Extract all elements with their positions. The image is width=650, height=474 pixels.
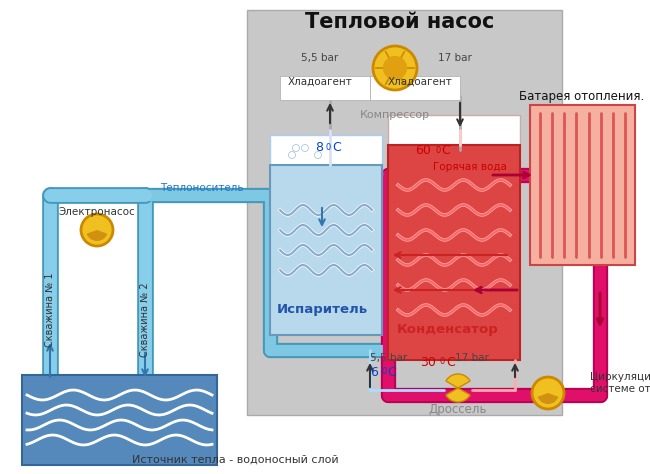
Text: 0: 0	[435, 146, 440, 155]
Circle shape	[302, 145, 309, 152]
Text: 0: 0	[381, 367, 386, 376]
Text: Скважина № 2: Скважина № 2	[140, 283, 150, 357]
Bar	[530, 105, 635, 265]
Text: Горячая вода: Горячая вода	[433, 162, 507, 172]
Text: Циркуляционный насос в
системе отопления дома.: Циркуляционный насос в системе отопления…	[590, 372, 650, 394]
Wedge shape	[538, 393, 558, 404]
Text: 5,5 bar: 5,5 bar	[370, 353, 408, 363]
Text: 6: 6	[370, 365, 378, 379]
Text: Тепловой насос: Тепловой насос	[306, 12, 495, 32]
Circle shape	[315, 152, 322, 158]
Text: 0: 0	[440, 357, 445, 366]
Text: Хладоагент: Хладоагент	[387, 77, 452, 87]
Bar	[270, 135, 382, 175]
Text: Конденсатор: Конденсатор	[397, 323, 499, 337]
Text: C: C	[441, 144, 450, 156]
Text: C: C	[446, 356, 455, 368]
Circle shape	[373, 46, 417, 90]
Text: C: C	[387, 365, 396, 379]
Bar	[388, 145, 520, 360]
Bar	[370, 76, 460, 100]
Text: Теплоноситель: Теплоноситель	[160, 183, 244, 193]
Wedge shape	[446, 388, 470, 402]
Circle shape	[289, 152, 296, 158]
Text: 17 bar: 17 bar	[455, 353, 489, 363]
Bar	[280, 76, 370, 100]
Text: 60: 60	[415, 144, 431, 156]
Text: C: C	[332, 140, 341, 154]
Circle shape	[383, 56, 407, 80]
Text: Источник тепла - водоносный слой: Источник тепла - водоносный слой	[132, 455, 338, 465]
Text: Компрессор: Компрессор	[360, 110, 430, 120]
Bar	[388, 115, 520, 150]
Bar	[247, 10, 562, 415]
Text: Батарея отопления.: Батарея отопления.	[519, 90, 645, 102]
Text: 0: 0	[326, 143, 332, 152]
Wedge shape	[446, 374, 470, 388]
Text: 30: 30	[420, 356, 436, 368]
Text: Скважина № 1: Скважина № 1	[45, 273, 55, 347]
Circle shape	[532, 377, 564, 409]
Circle shape	[81, 214, 113, 246]
Text: Хладоагент: Хладоагент	[287, 77, 352, 87]
Text: Дроссель: Дроссель	[429, 403, 488, 417]
Wedge shape	[86, 230, 107, 241]
Text: 17 bar: 17 bar	[438, 53, 472, 63]
Bar	[270, 165, 382, 335]
Bar	[22, 375, 217, 465]
Circle shape	[292, 145, 300, 152]
Text: Испаритель: Испаритель	[276, 303, 367, 317]
Text: 8: 8	[315, 140, 323, 154]
Text: 5,5 bar: 5,5 bar	[302, 53, 339, 63]
Text: Электронасос: Электронасос	[58, 207, 135, 217]
